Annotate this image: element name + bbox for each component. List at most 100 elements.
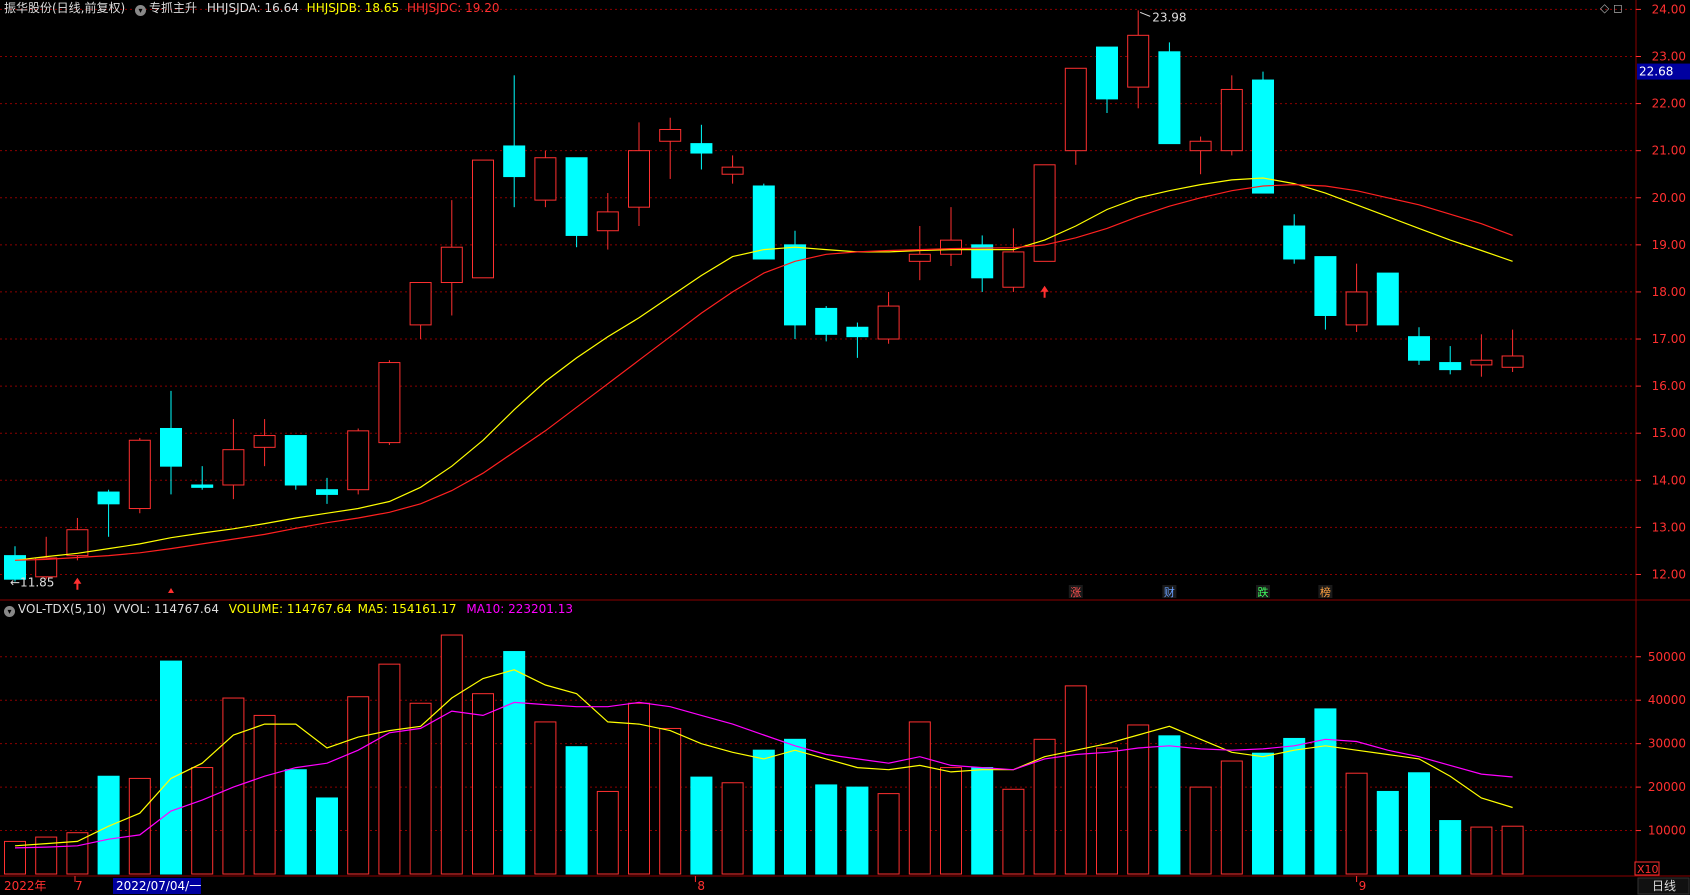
- ma10-value: MA10: 223201.13: [466, 602, 573, 616]
- volume-bar: [253, 714, 276, 875]
- volume-bar: [66, 832, 89, 875]
- event-marker: 涨: [1070, 586, 1081, 599]
- candle-body: [1096, 46, 1118, 100]
- volume-bar: [1002, 788, 1025, 875]
- candle-body: [97, 491, 120, 505]
- candle: [440, 200, 463, 316]
- candle-body: [503, 145, 526, 178]
- candle: [752, 183, 775, 260]
- time-label-year: 2022年: [4, 879, 47, 893]
- candle-body: [409, 282, 432, 326]
- price-tick-label: 13.00: [1652, 520, 1686, 534]
- price-tick-label: 18.00: [1652, 285, 1686, 299]
- volume-bar: [784, 738, 806, 875]
- volume-bar: [846, 786, 869, 875]
- hhjsjda-value: HHJSJDA: 16.64: [206, 1, 299, 15]
- candle-body: [35, 557, 58, 578]
- event-marker: 榜: [1320, 585, 1331, 599]
- volume-tick-label: 50000: [1648, 650, 1686, 664]
- candle-body: [1158, 51, 1181, 145]
- candle: [1439, 346, 1462, 375]
- candle: [1127, 10, 1150, 109]
- candle-body: [1283, 225, 1306, 260]
- volume-bar: [316, 797, 338, 875]
- volume-bar: [503, 651, 526, 875]
- volume-bar: [1127, 724, 1150, 875]
- candle-body: [1220, 88, 1243, 152]
- volume-bar: [128, 777, 151, 875]
- price-chart-header: 振华股份(日线,前复权) ▾ 专抓主升 HHJSJDA: 16.64 HHJSJD…: [4, 1, 500, 16]
- volume-bar: [222, 697, 245, 875]
- candle-body: [1002, 251, 1025, 288]
- time-label-month: 8: [697, 879, 705, 893]
- price-tick-label: 19.00: [1652, 238, 1686, 252]
- volume-bar: [284, 769, 307, 875]
- volume-bar: [659, 727, 682, 875]
- candle: [1096, 46, 1118, 114]
- indicator-circle-icon[interactable]: ▾: [135, 5, 147, 16]
- candle: [160, 390, 182, 495]
- volume-indicator-icon[interactable]: ▾: [4, 606, 15, 617]
- candle-body: [440, 246, 463, 284]
- candle-body: [534, 157, 557, 201]
- volume-bar: [752, 749, 775, 875]
- candle: [940, 207, 962, 267]
- candle: [721, 155, 744, 184]
- volume-bar: [1189, 786, 1212, 875]
- volume-line-ma5: [14, 669, 1513, 847]
- volume-bar: [1408, 772, 1430, 875]
- hhjsjdb-value: HHJSJDB: 18.65: [306, 1, 400, 15]
- candle-body: [1501, 355, 1524, 368]
- candle-body: [752, 185, 775, 260]
- date-cursor-box: [113, 878, 201, 894]
- candle-body: [1408, 336, 1430, 361]
- candle-body: [160, 427, 182, 467]
- ma5-value: MA5: 154161.17: [357, 602, 457, 616]
- candle: [316, 477, 338, 504]
- candle: [908, 226, 931, 281]
- candle-body: [284, 435, 307, 486]
- candle: [1189, 136, 1212, 175]
- event-marker: 跌: [1258, 585, 1269, 599]
- candle-body: [472, 159, 494, 279]
- candle: [877, 291, 900, 344]
- volume-bar: [440, 634, 463, 875]
- period-button-bg: [1637, 877, 1690, 895]
- candle-body: [1252, 79, 1274, 194]
- candle-body: [815, 307, 838, 335]
- volume-tick-label: 40000: [1648, 693, 1686, 707]
- indicator-name[interactable]: 专抓主升: [149, 1, 198, 15]
- volume-bar: [1376, 790, 1399, 875]
- volume-bar: [877, 793, 900, 875]
- candle-body: [628, 150, 650, 208]
- window-control-icons[interactable]: ◇ ◻: [1600, 1, 1624, 15]
- period-button[interactable]: 日线: [1652, 879, 1676, 893]
- price-tick-label: 14.00: [1652, 473, 1686, 487]
- candle: [128, 437, 151, 514]
- candle: [1220, 75, 1243, 156]
- volume-bar: [908, 721, 931, 875]
- candle: [1501, 329, 1524, 372]
- candle-body: [877, 305, 900, 340]
- candle-body: [1189, 140, 1212, 152]
- candle: [35, 536, 58, 580]
- volume-indicator-name[interactable]: VOL-TDX(5,10): [18, 602, 107, 616]
- volume-bar: [1158, 735, 1181, 875]
- volume-bar: [1470, 826, 1493, 875]
- price-line-hhjsjdc: [14, 183, 1513, 561]
- candle: [284, 435, 307, 490]
- candle-body: [784, 244, 806, 326]
- candle: [66, 517, 89, 561]
- volume-bar: [815, 784, 838, 875]
- volume-bar: [721, 782, 744, 875]
- candle: [971, 235, 994, 292]
- volume-bar: [940, 767, 962, 875]
- volume-bar: [690, 776, 713, 875]
- volume-bar: [1033, 738, 1056, 875]
- candle: [596, 193, 619, 250]
- volume-bar: [378, 663, 401, 875]
- candle: [1345, 263, 1368, 332]
- volume-bar: [971, 767, 994, 875]
- volume-unit-label: X10: [1637, 863, 1659, 876]
